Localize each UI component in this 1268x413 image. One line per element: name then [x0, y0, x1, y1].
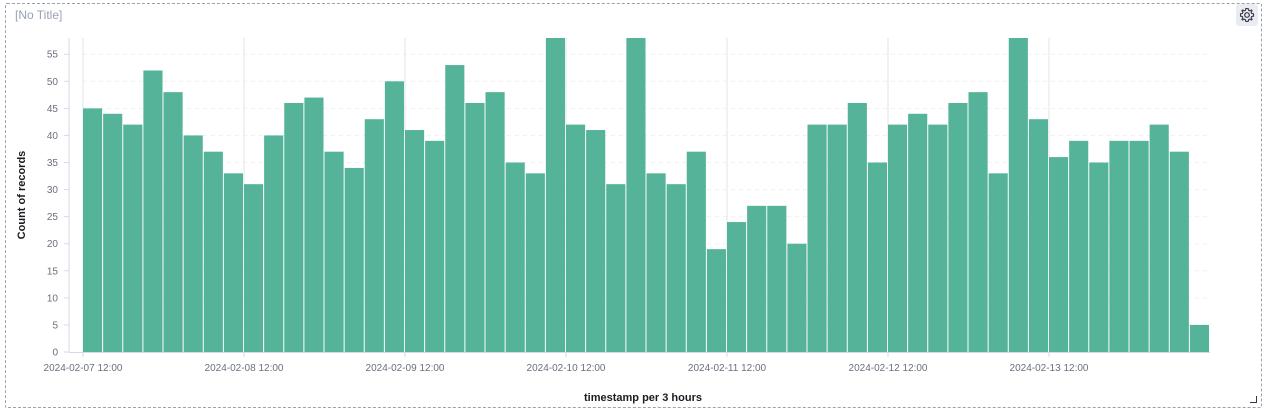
bar[interactable] [707, 249, 726, 352]
bar[interactable] [606, 184, 625, 352]
y-tick-label: 0 [52, 348, 58, 359]
bar[interactable] [888, 125, 907, 352]
x-tick-label: 2024-02-11 12:00 [688, 363, 767, 374]
bar[interactable] [204, 152, 223, 352]
bar[interactable] [1109, 141, 1128, 352]
y-tick-label: 50 [47, 77, 59, 88]
y-tick-label: 25 [47, 212, 59, 223]
bar[interactable] [164, 92, 183, 352]
bar[interactable] [83, 108, 102, 352]
bar[interactable] [465, 103, 484, 352]
bar[interactable] [1190, 325, 1209, 352]
bar[interactable] [526, 173, 545, 352]
bar[interactable] [244, 184, 263, 352]
bar[interactable] [325, 152, 344, 352]
x-tick-label: 2024-02-13 12:00 [1010, 363, 1089, 374]
x-tick-label: 2024-02-12 12:00 [849, 363, 928, 374]
bar[interactable] [304, 98, 323, 352]
y-tick-label: 35 [47, 158, 59, 169]
bar[interactable] [787, 244, 806, 352]
bar[interactable] [1130, 141, 1149, 352]
bar[interactable] [727, 222, 746, 352]
bar[interactable] [1170, 152, 1189, 352]
bar[interactable] [405, 130, 424, 352]
bar[interactable] [868, 163, 887, 352]
bar[interactable] [747, 206, 766, 352]
bar[interactable] [586, 130, 605, 352]
bar[interactable] [103, 114, 122, 352]
y-tick-label: 45 [47, 104, 59, 115]
bar[interactable] [284, 103, 303, 352]
bar[interactable] [385, 81, 404, 352]
bars [83, 38, 1209, 352]
bar[interactable] [1089, 163, 1108, 352]
bar[interactable] [626, 38, 645, 352]
bar[interactable] [445, 65, 464, 352]
bar[interactable] [264, 135, 283, 352]
y-tick-label: 20 [47, 239, 59, 250]
bar[interactable] [365, 119, 384, 352]
bar[interactable] [989, 173, 1008, 352]
bar[interactable] [687, 152, 706, 352]
x-axis-title: timestamp per 3 hours [584, 392, 702, 404]
bar[interactable] [647, 173, 666, 352]
y-axis-title: Count of records [16, 151, 28, 240]
bar[interactable] [1009, 38, 1028, 352]
bar[interactable] [1150, 125, 1169, 352]
bar[interactable] [808, 125, 827, 352]
bar[interactable] [345, 168, 364, 352]
bar[interactable] [566, 125, 585, 352]
bar[interactable] [667, 184, 686, 352]
y-tick-label: 30 [47, 185, 59, 196]
bar[interactable] [848, 103, 867, 352]
bar[interactable] [546, 38, 565, 352]
bar[interactable] [908, 114, 927, 352]
x-tick-label: 2024-02-09 12:00 [366, 363, 445, 374]
x-axis-ticks: 2024-02-07 12:00 2024-02-08 12:00 2024-02-… [44, 352, 1210, 374]
y-tick-label: 5 [52, 320, 58, 331]
y-tick-label: 40 [47, 131, 59, 142]
x-tick-label: 2024-02-10 12:00 [527, 363, 606, 374]
bar[interactable] [1069, 141, 1088, 352]
bar[interactable] [425, 141, 444, 352]
bar[interactable] [224, 173, 243, 352]
y-tick-label: 10 [47, 293, 59, 304]
bar[interactable] [184, 135, 203, 352]
bar[interactable] [1049, 157, 1068, 352]
y-tick-label: 55 [47, 50, 59, 61]
bar[interactable] [143, 70, 162, 352]
bar[interactable] [506, 163, 525, 352]
bar[interactable] [828, 125, 847, 352]
bar[interactable] [928, 125, 947, 352]
bar[interactable] [767, 206, 786, 352]
bar[interactable] [969, 92, 988, 352]
y-tick-label: 15 [47, 266, 59, 277]
bar[interactable] [486, 92, 505, 352]
bar[interactable] [1029, 119, 1048, 352]
y-axis-ticks: 0 5 10 15 20 25 30 35 40 45 50 55 [47, 38, 69, 359]
x-tick-label: 2024-02-07 12:00 [44, 363, 123, 374]
x-tick-label: 2024-02-08 12:00 [205, 363, 284, 374]
bar[interactable] [123, 125, 142, 352]
bar[interactable] [948, 103, 967, 352]
